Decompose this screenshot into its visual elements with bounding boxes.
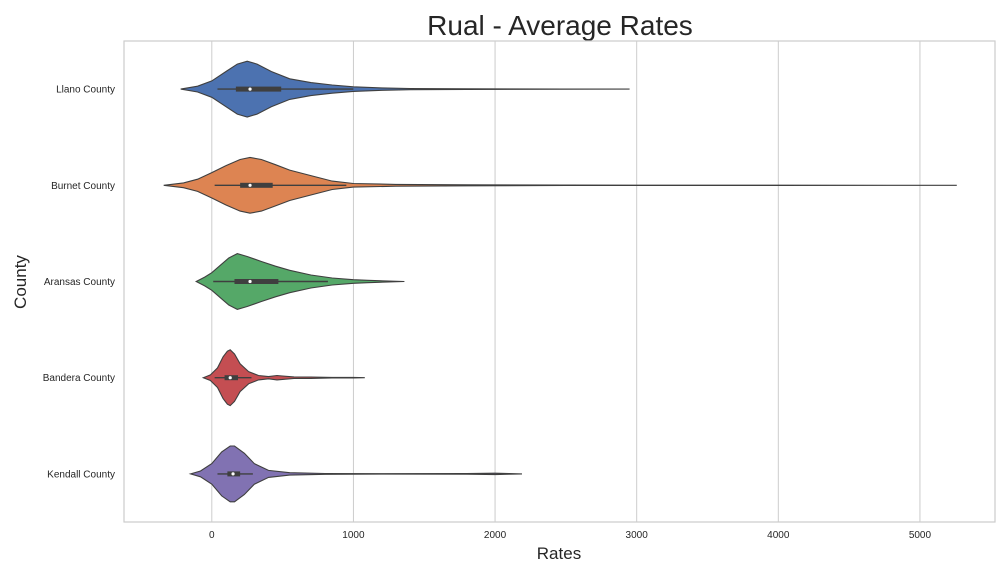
violin-median xyxy=(248,183,252,187)
violin-iqr-box xyxy=(234,279,279,284)
x-tick-label: 3000 xyxy=(626,530,649,541)
x-tick-label: 5000 xyxy=(909,530,932,541)
violin-median xyxy=(228,376,232,380)
violin-median xyxy=(248,87,252,91)
x-tick-labels: 0 1000 2000 3000 4000 5000 xyxy=(209,530,931,541)
violin-iqr-box xyxy=(235,86,282,92)
x-tick-label: 4000 xyxy=(767,530,790,541)
x-axis-label: Rates xyxy=(537,544,581,563)
violin-body xyxy=(163,156,957,214)
violins xyxy=(163,60,957,503)
x-tick-label: 0 xyxy=(209,530,215,541)
x-tick-label: 1000 xyxy=(342,530,365,541)
y-axis-label: County xyxy=(11,255,30,309)
plot-frame xyxy=(123,40,996,523)
violin-median xyxy=(231,472,235,476)
chart-title: Rual - Average Rates xyxy=(427,10,693,41)
grid-lines xyxy=(211,41,921,522)
violin-body xyxy=(180,60,630,118)
y-tick-label: Llano County xyxy=(56,85,115,96)
y-tick-label: Kendall County xyxy=(47,469,115,480)
y-tick-label: Aransas County xyxy=(44,277,115,288)
violin-body xyxy=(201,349,365,407)
x-tick-label: 2000 xyxy=(484,530,507,541)
violin-body xyxy=(188,445,523,503)
violin-iqr-box xyxy=(240,182,273,188)
y-tick-label: Burnet County xyxy=(51,181,115,192)
y-tick-label: Bandera County xyxy=(43,373,115,384)
violin-median xyxy=(248,279,252,284)
y-tick-labels: Llano County Burnet County Aransas County B… xyxy=(43,85,115,481)
